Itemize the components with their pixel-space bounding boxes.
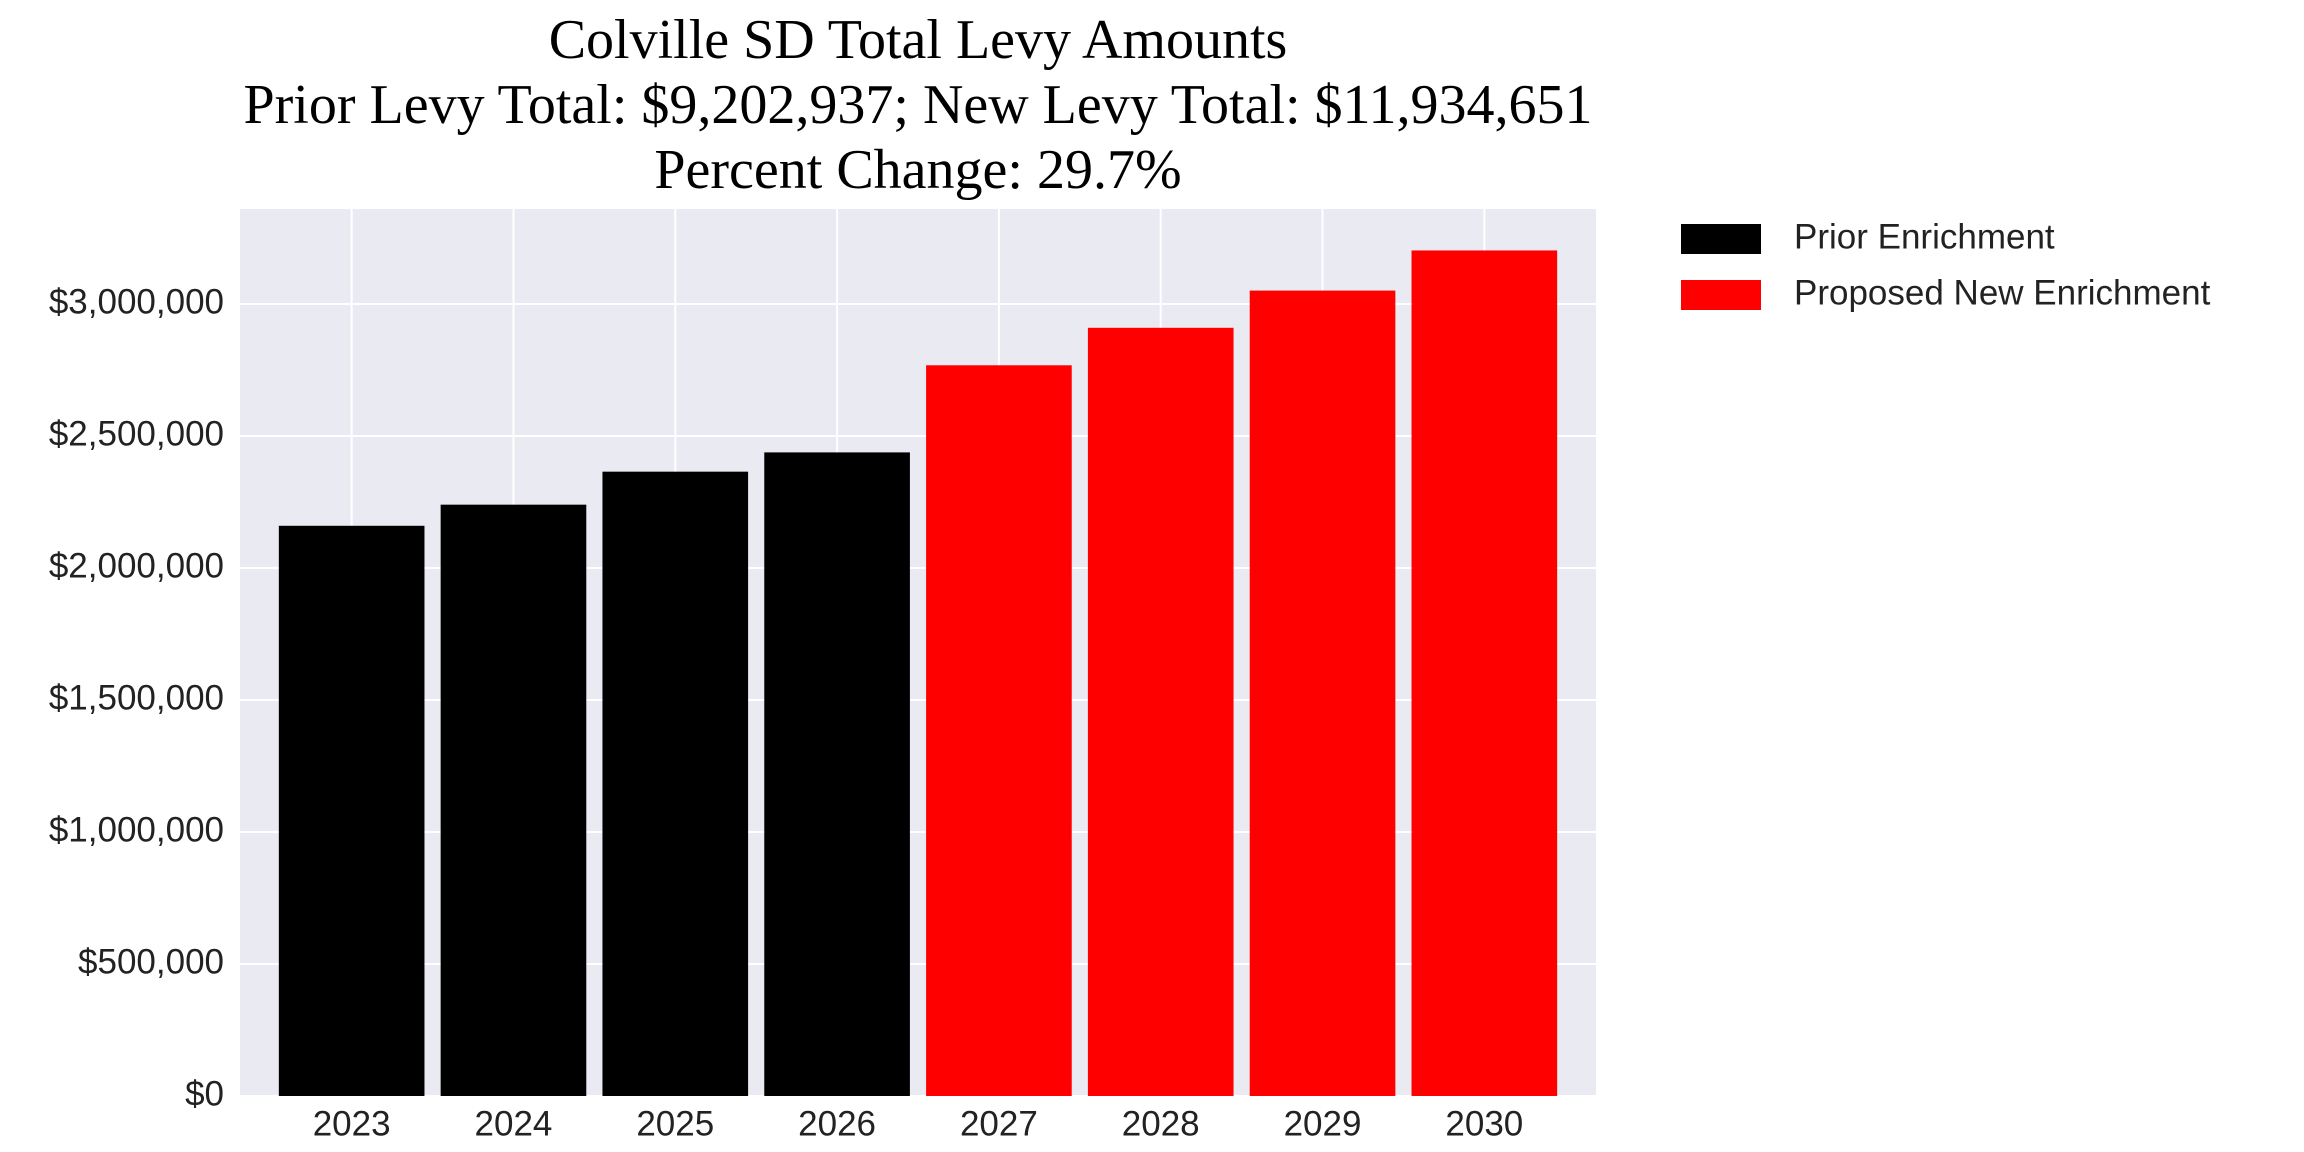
y-tick-label: $2,000,000 xyxy=(49,546,224,585)
x-tick-label: 2026 xyxy=(798,1104,876,1143)
x-tick-label: 2030 xyxy=(1445,1104,1523,1143)
y-tick-label: $500,000 xyxy=(78,942,224,981)
legend-label: Proposed New Enrichment xyxy=(1794,273,2211,312)
y-tick-label: $0 xyxy=(185,1074,224,1113)
legend-swatch xyxy=(1681,280,1761,310)
bar xyxy=(1249,290,1396,1096)
chart-subtitle: Percent Change: 29.7% xyxy=(654,139,1181,201)
bar xyxy=(764,452,910,1096)
y-tick-label: $2,500,000 xyxy=(49,414,224,453)
bar xyxy=(1087,327,1234,1096)
x-tick-label: 2027 xyxy=(960,1104,1038,1143)
x-tick-label: 2024 xyxy=(475,1104,553,1143)
bar xyxy=(440,504,587,1097)
bar xyxy=(278,525,425,1096)
y-tick-label: $1,000,000 xyxy=(49,810,224,849)
bar xyxy=(1411,250,1558,1096)
y-tick-label: $1,500,000 xyxy=(49,678,224,717)
x-tick-label: 2023 xyxy=(313,1104,391,1143)
x-tick-label: 2029 xyxy=(1284,1104,1362,1143)
legend-label: Prior Enrichment xyxy=(1794,217,2055,256)
x-tick-label: 2028 xyxy=(1122,1104,1200,1143)
x-tick-label: 2025 xyxy=(636,1104,714,1143)
bar xyxy=(926,365,1072,1096)
bar xyxy=(602,471,749,1096)
y-tick-label: $3,000,000 xyxy=(49,282,224,321)
chart-subtitle: Prior Levy Total: $9,202,937; New Levy T… xyxy=(244,74,1593,136)
legend-swatch xyxy=(1681,224,1761,254)
chart-title: Colville SD Total Levy Amounts xyxy=(549,9,1288,71)
